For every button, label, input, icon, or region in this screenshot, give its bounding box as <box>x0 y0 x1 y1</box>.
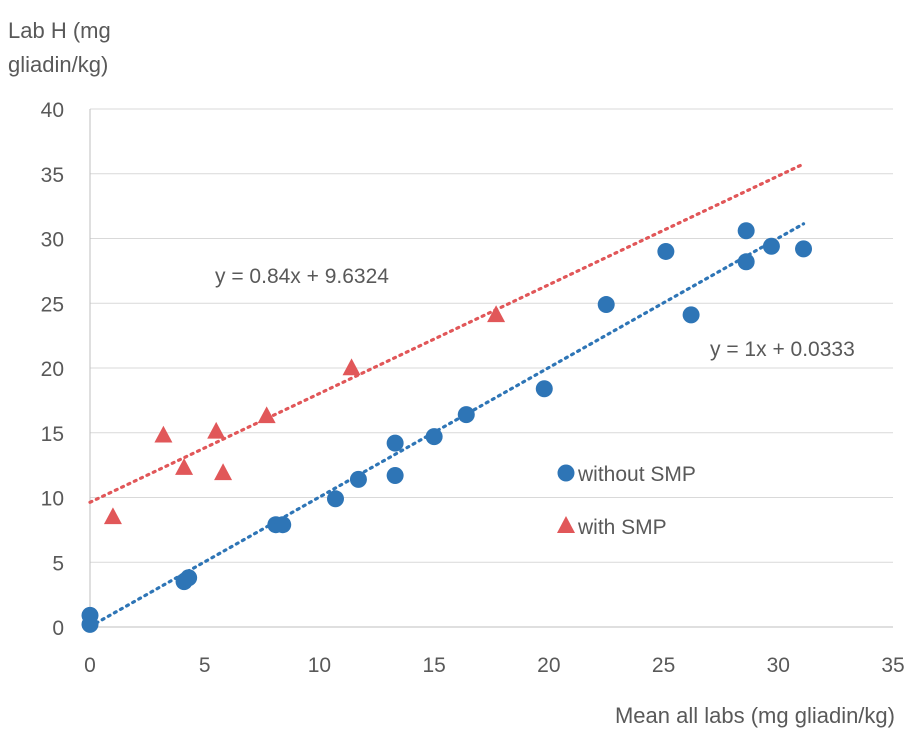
point-without-smp-12 <box>535 380 553 398</box>
legend-label-with-smp: with SMP <box>577 516 667 539</box>
tick-labels: 0 5 10 15 20 25 30 35 40 0 5 10 15 20 25 30 35 <box>41 99 905 677</box>
x-axis-label: Mean all labs (mg gliadin/kg) <box>614 703 895 728</box>
point-without-smp-14 <box>657 242 675 260</box>
y-tick-label-15: 15 <box>41 423 64 446</box>
x-tick-label-10: 10 <box>308 654 331 677</box>
equation-with-smp: y = 0.84x + 9.6324 <box>215 265 389 288</box>
x-tick-label-30: 30 <box>767 654 790 677</box>
point-without-smp-9 <box>386 434 404 452</box>
legend-marker-with-smp <box>557 516 575 533</box>
trendline-equations: y = 1x + 0.0333 y = 0.84x + 9.6324 <box>215 265 855 361</box>
x-tick-label-15: 15 <box>422 654 445 677</box>
point-without-smp-16 <box>737 253 755 271</box>
y-tick-label-10: 10 <box>41 488 64 511</box>
point-with-smp-3 <box>207 421 226 439</box>
legend-marker-without-smp <box>557 464 575 482</box>
point-with-smp-0 <box>103 507 122 525</box>
point-without-smp-7 <box>349 470 367 488</box>
point-without-smp-5 <box>274 516 292 534</box>
legend: without SMP with SMP <box>557 463 696 539</box>
trendlines <box>88 162 806 629</box>
point-without-smp-8 <box>386 466 404 484</box>
point-with-smp-7 <box>487 305 506 323</box>
point-without-smp-18 <box>762 237 780 255</box>
y-tick-label-20: 20 <box>41 358 64 381</box>
y-tick-label-25: 25 <box>41 293 64 316</box>
trendline-without-smp <box>88 222 806 629</box>
y-tick-label-35: 35 <box>41 164 64 187</box>
y-tick-label-0: 0 <box>52 617 64 640</box>
y-tick-label-5: 5 <box>52 552 64 575</box>
point-without-smp-13 <box>597 296 615 314</box>
point-without-smp-19 <box>795 240 813 258</box>
y-tick-label-40: 40 <box>41 99 64 122</box>
point-without-smp-1 <box>81 606 99 624</box>
y-axis-label: Lab H (mg gliadin/kg) <box>8 14 111 82</box>
point-without-smp-15 <box>682 306 700 324</box>
point-with-smp-5 <box>257 406 276 424</box>
legend-label-without-smp: without SMP <box>577 463 696 486</box>
x-tick-label-25: 25 <box>652 654 675 677</box>
y-axis-label-line-1: Lab H (mg <box>8 18 111 43</box>
y-tick-label-30: 30 <box>41 229 64 252</box>
point-with-smp-6 <box>342 358 361 376</box>
x-tick-label-20: 20 <box>537 654 560 677</box>
trendline-with-smp <box>88 162 806 504</box>
point-with-smp-4 <box>214 463 233 481</box>
point-without-smp-11 <box>457 406 475 424</box>
point-with-smp-1 <box>154 425 173 443</box>
gridlines <box>90 108 893 563</box>
data-points <box>81 222 813 633</box>
x-tick-label-0: 0 <box>84 654 96 677</box>
point-without-smp-3 <box>180 569 198 587</box>
point-without-smp-10 <box>425 428 443 446</box>
equation-without-smp: y = 1x + 0.0333 <box>710 338 855 361</box>
axes <box>89 109 893 628</box>
y-axis-label-line-2: gliadin/kg) <box>8 52 109 77</box>
x-tick-label-35: 35 <box>881 654 904 677</box>
point-with-smp-2 <box>175 458 194 475</box>
x-tick-label-5: 5 <box>199 654 211 677</box>
point-without-smp-6 <box>326 490 344 508</box>
point-without-smp-17 <box>737 222 755 240</box>
